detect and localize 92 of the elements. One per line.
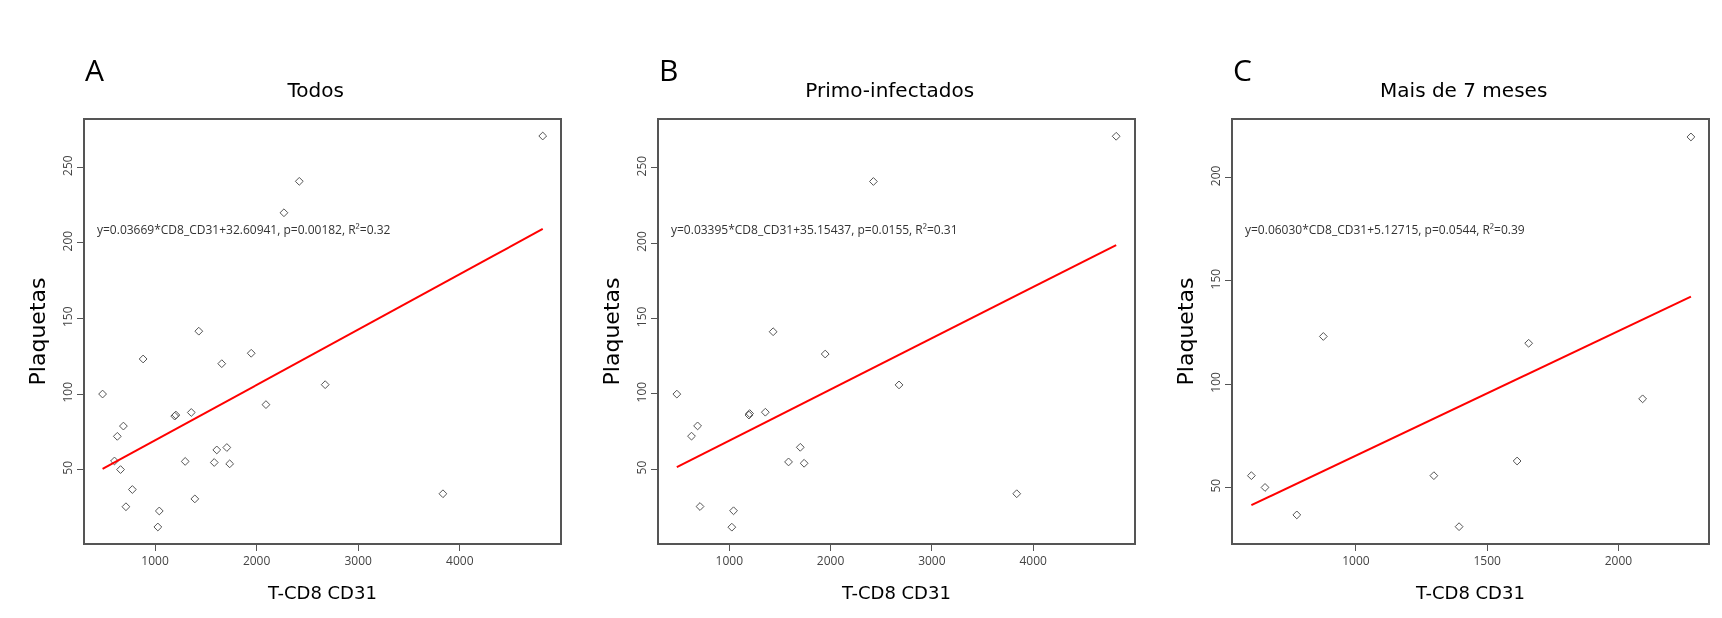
- y-tick-label: 150: [59, 306, 77, 328]
- x-axis-title: T-CD8 CD31: [841, 581, 951, 603]
- point: [225, 459, 235, 469]
- point: [1686, 132, 1696, 142]
- x-tick-label: 3000: [344, 552, 373, 570]
- point: [1111, 131, 1121, 141]
- point: [320, 380, 330, 390]
- x-tick-label: 2000: [1604, 552, 1633, 570]
- x-tick-label: 4000: [1019, 552, 1047, 570]
- point: [209, 458, 219, 467]
- point: [768, 327, 778, 337]
- point: [693, 421, 702, 431]
- point: [246, 348, 256, 358]
- point: [112, 431, 122, 441]
- point: [894, 380, 904, 390]
- text: C: [1233, 49, 1252, 90]
- x-tick-label: 1500: [1473, 552, 1502, 570]
- point: [217, 359, 227, 369]
- point: [153, 522, 163, 532]
- point: [538, 131, 548, 141]
- y-tick-label: 50: [1207, 478, 1225, 493]
- point: [1246, 471, 1256, 481]
- chart-title: Primo-infectados: [805, 77, 975, 102]
- x-tick-label: 2000: [816, 552, 845, 570]
- x-axis-title: T-CD8 CD31: [267, 581, 377, 603]
- y-axis-title: Plaquetas: [598, 277, 624, 386]
- x-tick-label: 1000: [141, 552, 169, 570]
- x-tick-label: 1000: [715, 552, 744, 570]
- point: [116, 465, 125, 474]
- point: [1638, 394, 1648, 404]
- y-tick-label: 200: [59, 230, 77, 252]
- y-tick-label: 200: [633, 231, 651, 252]
- point: [820, 349, 830, 359]
- point: [1429, 471, 1439, 481]
- x-tick-label: 4000: [446, 552, 474, 570]
- point: [180, 457, 190, 466]
- text: A: [85, 49, 104, 90]
- y-tick-label: 100: [633, 381, 651, 403]
- point: [261, 400, 271, 410]
- point: [1260, 483, 1270, 492]
- point: [222, 443, 232, 452]
- y-tick-label: 50: [633, 460, 651, 475]
- point: [727, 522, 737, 532]
- point: [127, 485, 137, 494]
- x-tick-label: 3000: [918, 552, 946, 570]
- annotation: y=0.03395*CD8_CD31+35.15437, p=0.0155, R²=0.31: [671, 221, 958, 238]
- point: [1512, 456, 1522, 466]
- point: [212, 445, 222, 455]
- point: [672, 389, 682, 399]
- y-axis-title: Plaquetas: [24, 277, 50, 386]
- point: [869, 177, 878, 186]
- annotation: y=0.06030*CD8_CD31+5.12715, p=0.0544, R²=0.39: [1245, 221, 1525, 238]
- point: [687, 431, 696, 441]
- text: B: [659, 49, 679, 90]
- point: [110, 456, 119, 466]
- point: [1292, 510, 1302, 520]
- point: [1318, 332, 1328, 341]
- point: [154, 506, 164, 516]
- annotation: y=0.03669*CD8_CD31+32.60941, p=0.00182, R²=0.32: [97, 221, 391, 238]
- point: [279, 208, 289, 218]
- x-axis-title: T-CD8 CD31: [1415, 581, 1525, 603]
- point: [121, 502, 131, 512]
- y-tick-label: 250: [633, 155, 651, 177]
- point: [695, 502, 705, 511]
- point: [1454, 522, 1464, 532]
- y-tick-label: 100: [59, 381, 77, 403]
- point: [138, 354, 148, 364]
- y-tick-label: 250: [59, 155, 77, 176]
- point: [1012, 489, 1022, 499]
- point: [438, 489, 448, 499]
- y-tick-label: 150: [1207, 268, 1225, 290]
- point: [784, 457, 793, 467]
- point: [1524, 338, 1534, 348]
- point: [760, 407, 770, 417]
- x-tick-label: 2000: [242, 552, 271, 570]
- point: [186, 408, 196, 417]
- x-tick-label: 1000: [1342, 552, 1370, 570]
- y-tick-label: 100: [1207, 371, 1225, 393]
- point: [119, 421, 128, 431]
- point: [799, 458, 809, 468]
- chart-title: Todos: [286, 77, 344, 102]
- point: [190, 494, 200, 504]
- point: [729, 506, 738, 516]
- y-tick-label: 200: [1207, 165, 1225, 187]
- point: [294, 176, 304, 186]
- y-axis-title: Plaquetas: [1172, 277, 1198, 386]
- y-tick-label: 150: [633, 306, 651, 328]
- chart-title: Mais de 7 meses: [1380, 77, 1548, 102]
- point: [194, 326, 204, 336]
- point: [98, 389, 107, 399]
- point: [795, 442, 805, 452]
- y-tick-label: 50: [59, 460, 77, 475]
